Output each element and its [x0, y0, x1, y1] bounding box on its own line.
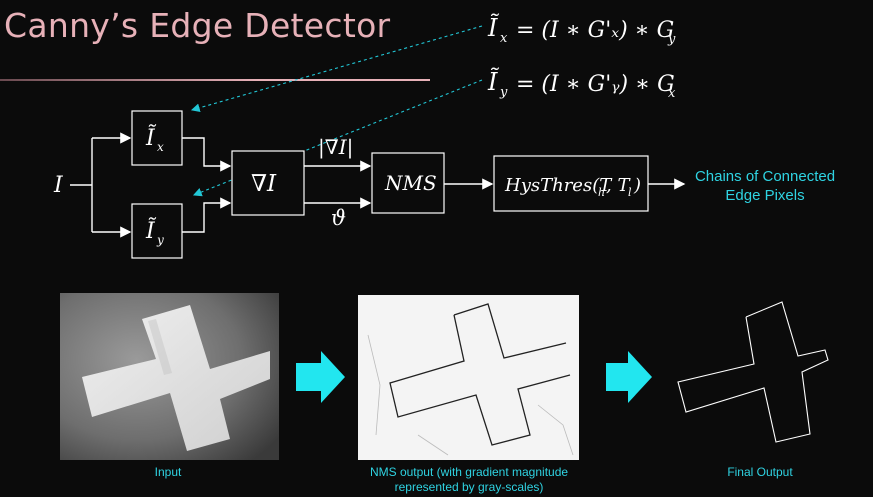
box-gradient	[231, 150, 305, 216]
nms-label: NMS	[384, 171, 437, 195]
svg-text:x: x	[668, 86, 676, 101]
svg-text:Ĩ: Ĩ	[145, 123, 157, 151]
svg-text:HysThres(T: HysThres(T	[504, 175, 613, 196]
svg-text:Ĩ: Ĩ	[487, 67, 500, 96]
nms-output-image	[358, 295, 579, 460]
svg-text:y: y	[499, 85, 508, 100]
equation-y: Ĩ y = (I ∗ G'ᵧ) ∗ G x	[487, 67, 676, 101]
svg-text:x: x	[157, 140, 164, 154]
box-ix	[131, 110, 183, 166]
svg-text:): )	[633, 175, 641, 196]
svg-text:Ĩ: Ĩ	[145, 216, 157, 244]
final-caption: Final Output	[727, 465, 793, 479]
title-underline	[0, 79, 430, 81]
svg-text:y: y	[156, 233, 164, 247]
equation-x: Ĩ x = (I ∗ G'ₓ) ∗ G y	[487, 13, 676, 47]
svg-text:h: h	[598, 186, 605, 199]
final-output-image	[672, 296, 830, 456]
nms-caption: NMS output (with gradient magnitude repr…	[369, 465, 569, 494]
svg-text:, T: , T	[606, 175, 631, 196]
box-hysteresis	[493, 155, 649, 212]
input-caption: Input	[154, 465, 182, 479]
theta-label: ϑ	[331, 206, 346, 230]
input-symbol: I	[53, 173, 64, 198]
right-arrow-icon	[606, 351, 652, 403]
right-arrow-icon	[296, 351, 345, 403]
svg-text:x: x	[500, 31, 508, 46]
svg-text:= (I ∗ G'ᵧ) ∗ G: = (I ∗ G'ᵧ) ∗ G	[516, 72, 675, 97]
dashed-link-x	[190, 25, 483, 113]
svg-text:Ĩ: Ĩ	[487, 13, 500, 42]
gradient-magnitude-label: |∇I|	[318, 135, 353, 160]
box-nms	[371, 152, 445, 214]
svg-text:= (I ∗ G'ₓ) ∗ G: = (I ∗ G'ₓ) ∗ G	[516, 18, 674, 43]
box-iy	[131, 203, 183, 259]
output-label: Chains of Connected Edge Pixels	[694, 168, 836, 204]
svg-text:y: y	[667, 32, 676, 47]
input-image	[60, 293, 279, 460]
svg-text:l: l	[628, 186, 632, 199]
gradient-symbol: ∇I	[251, 171, 277, 197]
slide-title: Canny’s Edge Detector	[4, 6, 391, 45]
